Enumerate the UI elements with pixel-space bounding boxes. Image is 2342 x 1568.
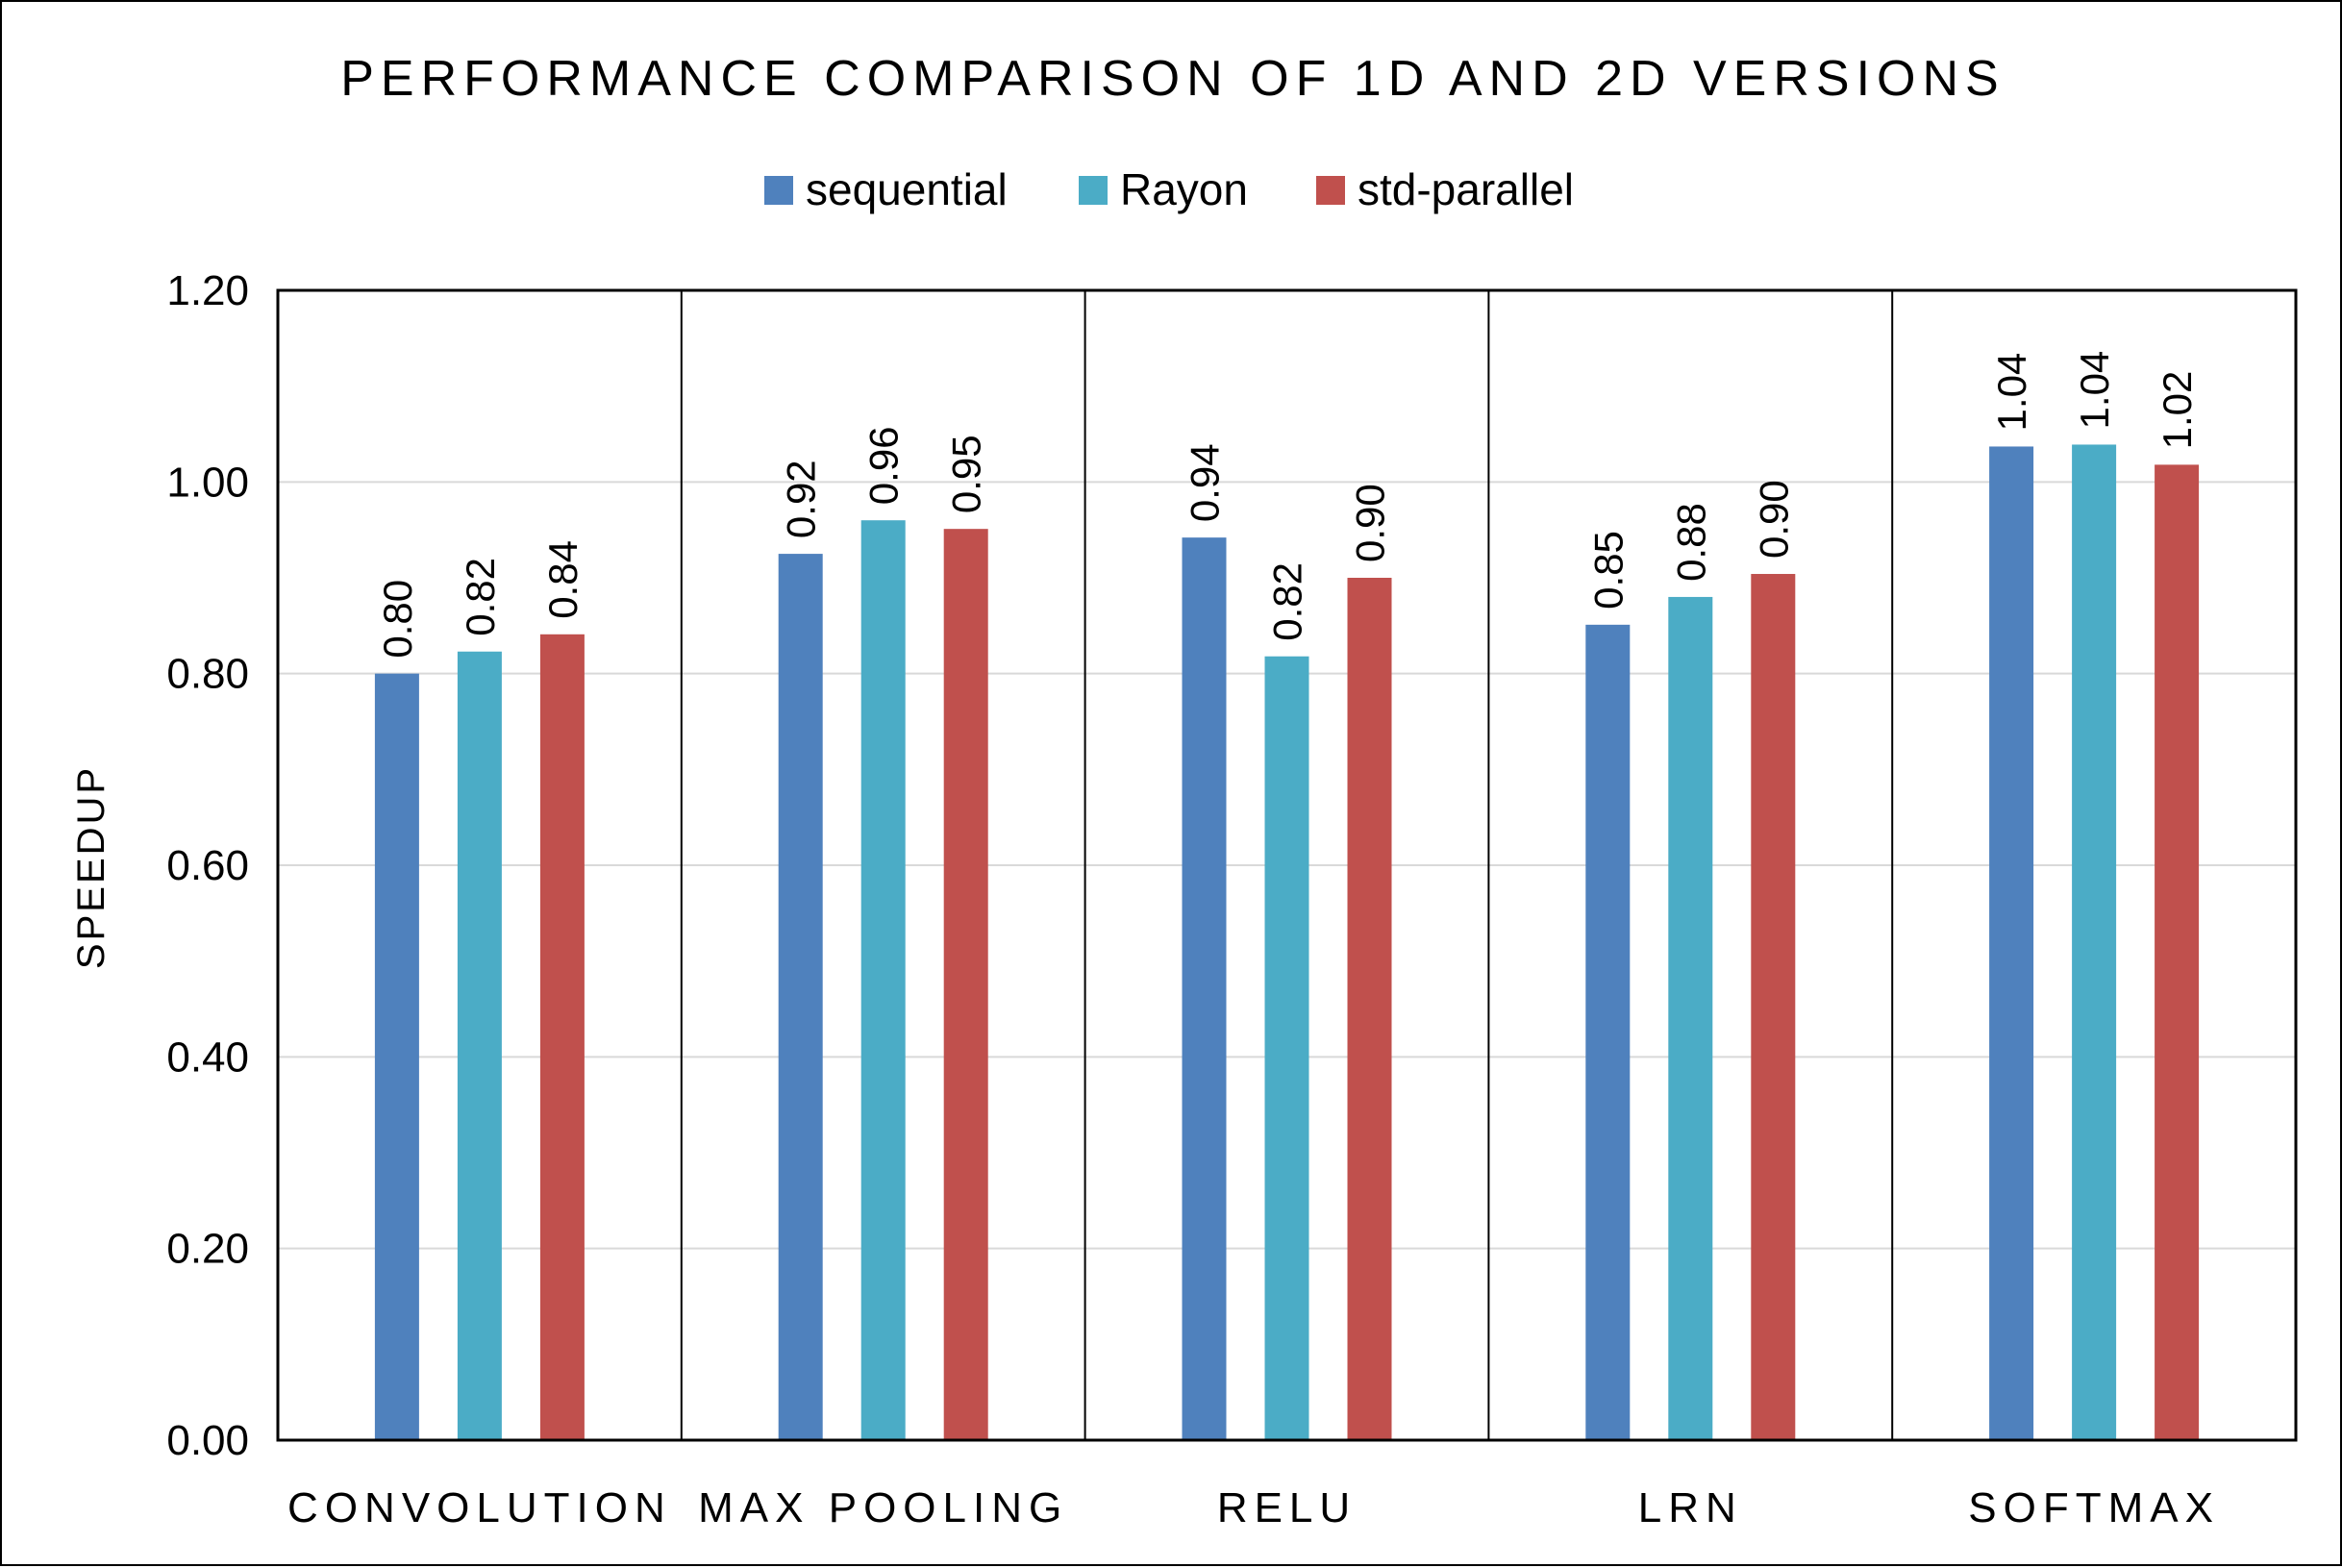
bar-std-parallel-max-pooling: [943, 529, 988, 1440]
data-label: 1.02: [2155, 371, 2200, 450]
data-label: 0.84: [540, 540, 586, 619]
chart-title: PERFORMANCE COMPARISON OF 1D AND 2D VERS…: [340, 51, 2005, 107]
legend-label-rayon: Rayon: [1120, 164, 1248, 214]
y-tick-label: 0.00: [166, 1417, 249, 1464]
data-label: 0.90: [1751, 480, 1796, 559]
legend-label-std-parallel: std-parallel: [1358, 164, 1574, 214]
y-tick-label: 0.20: [166, 1226, 249, 1273]
bar-sequential-softmax: [1989, 446, 2034, 1440]
legend-swatch-std-parallel: [1316, 176, 1345, 205]
y-axis-ticks: 0.00 0.20 0.40 0.60 0.80 1.00 1.20: [166, 267, 249, 1464]
y-tick-label: 0.80: [166, 651, 249, 698]
data-label: 0.82: [1265, 562, 1310, 641]
data-label: 0.92: [779, 460, 824, 538]
data-label: 0.88: [1668, 503, 1713, 582]
bar-sequential-lrn: [1585, 624, 1631, 1440]
category-labels: CONVOLUTION MAX POOLING RELU LRN SOFTMAX: [287, 1484, 2220, 1531]
bar-rayon-relu: [1264, 656, 1309, 1440]
category-label: LRN: [1638, 1484, 1743, 1531]
plot-area-border: [276, 288, 2298, 1442]
plot-border: [276, 288, 2298, 1442]
data-label: 0.94: [1183, 443, 1228, 522]
category-label: CONVOLUTION: [287, 1484, 672, 1531]
bar-rayon-softmax: [2072, 444, 2117, 1440]
bar-std-parallel-relu: [1347, 578, 1392, 1440]
category-label: SOFTMAX: [1968, 1484, 2220, 1531]
data-label: 0.82: [458, 558, 503, 636]
y-tick-label: 1.20: [166, 267, 249, 314]
category-label: MAX POOLING: [698, 1484, 1068, 1531]
data-label: 0.95: [944, 435, 989, 513]
bar-sequential-max-pooling: [778, 554, 823, 1440]
bar-rayon-lrn: [1668, 596, 1713, 1440]
data-label: 1.04: [2072, 351, 2117, 430]
bar-sequential-convolution: [374, 673, 419, 1440]
legend-swatch-rayon: [1079, 176, 1108, 205]
bar-rayon-max-pooling: [860, 520, 906, 1440]
legend: sequential Rayon std-parallel: [764, 164, 1574, 214]
bar-std-parallel-convolution: [539, 634, 585, 1440]
bar-rayon-convolution: [457, 651, 502, 1440]
y-tick-label: 0.60: [166, 842, 249, 889]
category-label: RELU: [1217, 1484, 1357, 1531]
data-label: 0.85: [1585, 531, 1631, 610]
bars: [374, 444, 2200, 1441]
data-label: 1.04: [1989, 353, 2034, 432]
y-tick-label: 1.00: [166, 459, 249, 506]
data-label: 0.90: [1348, 484, 1393, 562]
bar-std-parallel-softmax: [2155, 464, 2200, 1441]
y-axis-label: SPEEDUP: [70, 765, 112, 969]
bar-std-parallel-lrn: [1751, 574, 1796, 1440]
legend-label-sequential: sequential: [806, 164, 1008, 214]
bar-sequential-relu: [1182, 537, 1227, 1440]
legend-swatch-sequential: [764, 176, 793, 205]
data-label: 0.80: [375, 580, 420, 659]
data-label: 0.96: [861, 426, 907, 505]
data-labels: 0.80 0.82 0.84 0.92 0.96 0.95 0.94 0.82 0.90 0.85…: [375, 351, 2200, 659]
y-tick-label: 0.40: [166, 1033, 249, 1081]
